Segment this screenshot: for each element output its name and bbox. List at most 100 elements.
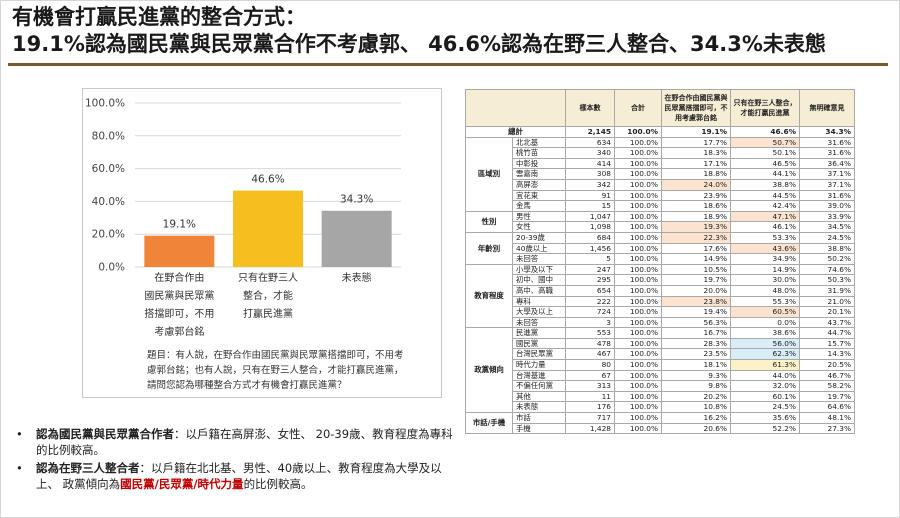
cell-b: 0.0% <box>730 316 800 329</box>
cell-c: 24.5% <box>799 231 855 244</box>
row-label: 雲嘉南 <box>512 168 566 180</box>
cell-b: 38.6% <box>730 327 800 339</box>
cell-n: 478 <box>565 337 615 350</box>
row-label: 市話 <box>512 412 566 424</box>
row-label: 台灣民眾黨 <box>512 348 566 361</box>
row-label: 女性 <box>512 221 566 233</box>
cell-sum: 100.0% <box>614 380 662 392</box>
note-line-1: 題目：有人說，在野合作由國民黨與民眾黨搭擋即可，不用考 <box>147 350 404 361</box>
cell-n: 553 <box>565 327 615 339</box>
bar <box>144 235 215 267</box>
title-divider <box>8 63 888 66</box>
table-row: 區域別 北北基 634 100.0% 17.7% 50.7% 31.6% <box>465 136 855 212</box>
y-tick-label: 40.0% <box>92 196 125 208</box>
cell-a: 16.7% <box>661 327 731 339</box>
table-row: 未回答 5 100.0% 14.9% 34.9% 50.2% <box>466 253 855 265</box>
cell-b: 53.3% <box>730 231 800 244</box>
bar <box>321 210 392 267</box>
cell-n: 717 <box>565 412 615 424</box>
table-row: 40歲以上 1,456 100.0% 17.6% 43.6% 38.8% <box>466 242 855 255</box>
x-tick-label: 國民黨與民眾黨 <box>144 289 214 302</box>
cell-sum: 100.0% <box>614 359 662 371</box>
group-label: 市話/手機 <box>465 412 513 435</box>
x-tick-label: 未表態 <box>342 271 372 284</box>
table-row: 台灣基進 67 100.0% 9.3% 44.0% 46.7% <box>466 369 855 382</box>
header-blank <box>465 89 566 127</box>
cell-c: 50.2% <box>799 253 855 265</box>
table-row: 雲嘉南 308 100.0% 18.8% 44.1% 37.1% <box>466 168 855 180</box>
table-row: 手機 1,428 100.0% 20.6% 52.2% 27.3% <box>466 422 855 435</box>
x-tick-label: 考慮郭台銘 <box>154 325 204 338</box>
table-row: 時代力量 80 100.0% 18.1% 61.3% 20.5% <box>466 359 855 371</box>
table-row: 高屏澎 342 100.0% 24.0% 38.8% 37.1% <box>466 178 855 191</box>
cell-a: 16.2% <box>661 412 731 424</box>
y-tick-label: 20.0% <box>92 229 125 241</box>
cell-c: 64.6% <box>799 401 855 414</box>
cell-b: 50.7% <box>730 136 800 149</box>
cell-sum: 100.0% <box>614 253 662 265</box>
y-tick-label: 100.0% <box>85 98 125 110</box>
cell-sum: 100.0% <box>614 242 662 255</box>
header-sample: 樣本數 <box>565 89 615 127</box>
finding-item: • 認為國民黨與民眾黨合作者：以戶籍在高屏澎、女性、 20-39歲、教育程度為專… <box>14 426 454 458</box>
cell-c: 21.0% <box>799 295 855 308</box>
table-row: 金馬 15 100.0% 18.6% 42.4% 39.0% <box>466 200 855 212</box>
cell-sum: 100.0% <box>614 178 662 191</box>
row-label: 40歲以上 <box>512 242 566 255</box>
row-label: 台灣基進 <box>512 369 566 382</box>
cell-a: 10.5% <box>661 263 731 276</box>
cell-b: 48.0% <box>730 284 800 297</box>
note-line-3: 請問您認為哪種整合方式才有機會打贏民進黨？ <box>147 380 347 391</box>
row-label: 高中、高職 <box>512 284 566 297</box>
cell-sum: 100.0% <box>614 348 662 361</box>
cell-b: 32.0% <box>730 380 800 392</box>
cell-c: 20.5% <box>799 359 855 371</box>
table-row: 未表態 176 100.0% 10.8% 24.5% 64.6% <box>466 401 855 414</box>
row-label: 其他 <box>512 390 566 403</box>
note-line-2: 慮郭台銘；也有人說，只有在野三人整合，才能打贏民進黨， <box>147 365 404 376</box>
cell-n: 340 <box>565 147 615 159</box>
cell-c: 31.6% <box>799 147 855 159</box>
table-row: 初中、國中 295 100.0% 19.7% 30.0% 50.3% <box>466 274 855 286</box>
y-tick-label: 60.0% <box>92 163 125 175</box>
finding-text: ：以戶籍在高屏澎、女性、 20-39歲、教育程度為專科的比例較高。 <box>36 427 453 457</box>
cell-sum: 100.0% <box>614 147 662 159</box>
data-label: 19.1% <box>163 219 196 231</box>
group-label: 性別 <box>465 210 513 233</box>
row-label: 男性 <box>512 210 566 223</box>
cell-b: 14.9% <box>730 263 800 276</box>
cell-sum: 100.0% <box>614 412 662 424</box>
row-label: 北北基 <box>512 136 566 149</box>
cell-sum: 100.0% <box>614 390 662 403</box>
cell-n: 308 <box>565 168 615 180</box>
bullet-icon: • <box>16 427 23 441</box>
cell-a: 18.6% <box>661 200 731 212</box>
cell-c: 74.6% <box>799 263 855 276</box>
row-label: 專科 <box>512 295 566 308</box>
cell-sum: 100.0% <box>614 126 662 138</box>
cell-c: 38.8% <box>799 242 855 255</box>
cell-b: 44.1% <box>730 168 800 180</box>
cell-sum: 100.0% <box>614 306 662 318</box>
cell-b: 46.5% <box>730 157 800 170</box>
cell-b: 46.6% <box>730 126 800 138</box>
bar-chart: 0.0% 20.0% 40.0% 60.0% 80.0% 100.0% 19.1% 在野合作由… <box>85 98 401 338</box>
row-label: 不偏任何黨 <box>512 380 566 392</box>
cell-a: 9.3% <box>661 369 731 382</box>
cell-b: 34.9% <box>730 253 800 265</box>
cell-a: 23.8% <box>661 295 731 308</box>
cell-sum: 100.0% <box>614 369 662 382</box>
cell-a: 18.9% <box>661 210 731 223</box>
cell-c: 14.3% <box>799 348 855 361</box>
cell-n: 313 <box>565 380 615 392</box>
cell-a: 9.8% <box>661 380 731 392</box>
cell-c: 31.6% <box>799 189 855 202</box>
cell-b: 35.6% <box>730 412 800 424</box>
cell-b: 50.1% <box>730 147 800 159</box>
cell-a: 17.7% <box>661 136 731 149</box>
cell-c: 31.6% <box>799 136 855 149</box>
cell-c: 34.5% <box>799 221 855 233</box>
findings-list: • 認為國民黨與民眾黨合作者：以戶籍在高屏澎、女性、 20-39歲、教育程度為專… <box>14 426 454 494</box>
x-tick-label: 整合，才能 <box>243 289 293 302</box>
question-note: 題目：有人說，在野合作由國民黨與民眾黨搭擋即可，不用考 慮郭台銘；也有人說，只有… <box>147 348 427 393</box>
